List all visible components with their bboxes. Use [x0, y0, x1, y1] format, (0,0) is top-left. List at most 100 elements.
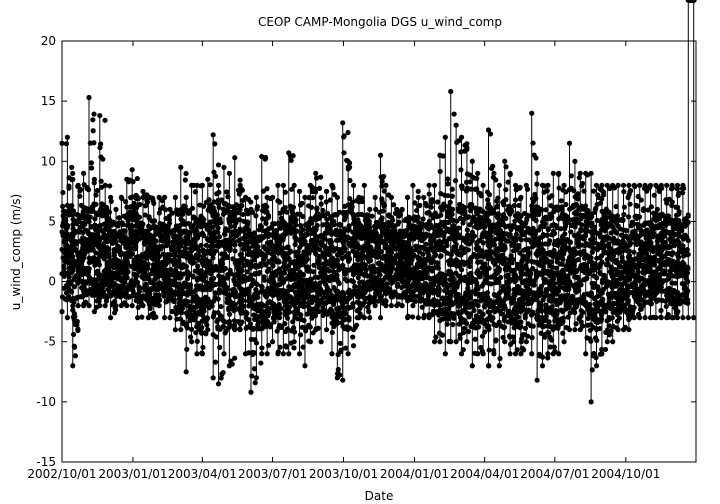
data-point: [471, 175, 477, 181]
data-point: [286, 304, 292, 310]
data-point: [183, 170, 189, 177]
data-point: [406, 246, 413, 253]
data-point: [184, 239, 190, 245]
data-point: [299, 293, 305, 299]
data-point: [60, 203, 66, 209]
data-point-max: [172, 194, 178, 200]
data-point: [217, 344, 223, 351]
data-point-min: [523, 339, 529, 345]
data-point: [163, 275, 169, 281]
data-point: [216, 287, 223, 293]
data-point: [466, 314, 472, 320]
data-point: [232, 242, 238, 248]
data-point-min: [107, 315, 114, 321]
data-point-min: [188, 339, 195, 345]
data-point: [350, 343, 357, 349]
data-point: [260, 317, 266, 323]
data-point-min: [194, 351, 200, 357]
data-point: [401, 233, 408, 239]
data-point: [221, 284, 227, 290]
data-point: [515, 314, 521, 320]
data-point: [407, 257, 413, 263]
data-point: [394, 238, 400, 245]
data-point: [206, 305, 212, 311]
data-point: [315, 325, 321, 331]
data-point: [61, 266, 67, 272]
data-point-min: [464, 339, 470, 345]
data-point: [252, 380, 258, 386]
data-point: [89, 236, 95, 242]
data-point: [249, 373, 255, 379]
data-point: [243, 325, 249, 331]
data-point: [513, 187, 519, 193]
data-point: [341, 298, 347, 304]
data-point: [207, 284, 213, 291]
data-point: [232, 301, 238, 308]
data-point: [513, 277, 519, 284]
data-point: [66, 234, 72, 240]
data-point: [92, 216, 98, 222]
data-point-min: [448, 339, 454, 345]
data-point: [380, 208, 386, 214]
data-point: [262, 156, 268, 162]
data-point: [509, 260, 515, 266]
data-point: [380, 240, 387, 246]
data-point: [76, 219, 82, 225]
data-point-min: [64, 315, 70, 321]
data-point-min: [307, 339, 313, 345]
data-point-max: [313, 170, 319, 176]
data-point: [232, 212, 238, 218]
data-point: [465, 232, 471, 238]
data-point: [183, 264, 190, 270]
data-point: [109, 237, 115, 243]
data-point: [318, 242, 324, 248]
data-point: [267, 225, 273, 231]
data-point: [68, 281, 74, 287]
data-point: [211, 208, 218, 214]
data-point: [121, 279, 128, 285]
data-point-min: [259, 351, 265, 357]
data-point: [115, 258, 122, 264]
data-point: [282, 189, 288, 195]
data-point: [201, 262, 207, 268]
data-point: [308, 287, 315, 294]
data-point: [438, 191, 444, 197]
data-point: [92, 222, 98, 228]
data-point: [292, 229, 298, 235]
data-point: [183, 228, 189, 234]
data-point: [417, 270, 423, 276]
data-point: [207, 225, 213, 231]
data-point: [417, 202, 423, 209]
data-point: [428, 204, 434, 210]
data-point: [196, 257, 202, 263]
data-point: [232, 228, 238, 234]
data-point: [421, 235, 427, 242]
data-point: [114, 222, 121, 228]
data-point: [335, 370, 341, 376]
data-point: [271, 234, 277, 240]
data-point: [108, 198, 114, 204]
data-point: [158, 285, 164, 291]
data-point: [458, 167, 464, 173]
data-point: [426, 312, 432, 318]
data-point: [259, 251, 266, 257]
data-point: [93, 201, 99, 207]
data-point: [266, 241, 272, 247]
data-point: [97, 222, 104, 229]
data-point: [119, 195, 125, 202]
data-point: [98, 206, 104, 213]
data-point: [265, 233, 271, 240]
data-point: [480, 311, 486, 317]
data-point: [70, 170, 76, 177]
data-point-min: [496, 363, 502, 369]
data-point-min: [199, 351, 205, 357]
data-point: [373, 249, 379, 256]
data-point: [357, 222, 364, 228]
data-point: [105, 247, 111, 253]
data-point: [367, 246, 373, 252]
data-point: [104, 232, 110, 239]
data-point-min: [367, 315, 373, 321]
data-point: [483, 272, 489, 278]
data-point: [341, 134, 347, 140]
data-point-max: [275, 182, 281, 188]
